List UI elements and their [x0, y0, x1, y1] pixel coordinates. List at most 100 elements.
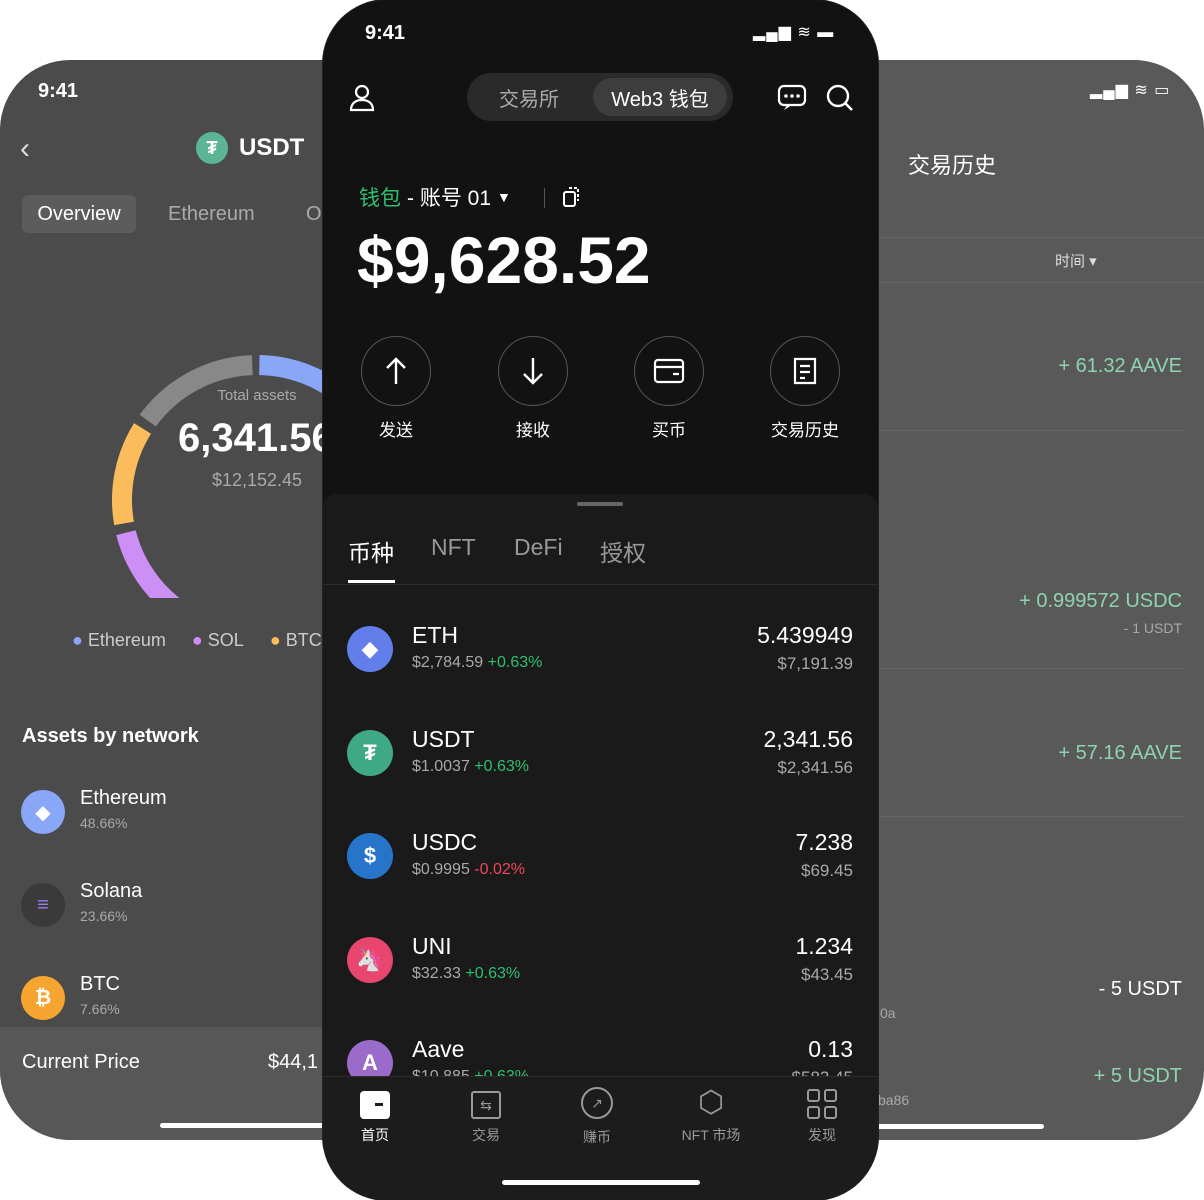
- total-label: Total assets: [217, 387, 297, 404]
- account-name: - 账号 01: [407, 187, 492, 210]
- nav-earn[interactable]: ↗ 赚币: [542, 1087, 652, 1147]
- message-icon[interactable]: [777, 84, 807, 112]
- tab-nft[interactable]: NFT: [431, 534, 476, 560]
- legend-sol: ● SOL: [191, 630, 244, 650]
- network-pct: 23.66%: [80, 908, 128, 924]
- network-name: Solana: [80, 880, 143, 902]
- divider: [323, 584, 878, 585]
- token-price: $1.0037 +0.63%: [412, 757, 530, 775]
- wallet-home-screen: 9:41 ▂▄▆ ≋ ▬ 交易所 Web3 钱包 钱包 - 账号 01 ▼ $9…: [323, 0, 878, 1200]
- bottom-nav: 首页 ⇆ 交易 ↗ 赚币 ⬡ NFT 市场 发现: [323, 1076, 878, 1200]
- tab-exchange[interactable]: 交易所: [499, 89, 559, 111]
- active-tab-indicator: [348, 580, 395, 583]
- network-name: Ethereum: [80, 787, 167, 809]
- token-row[interactable]: ◆ ETH $2,784.59 +0.63% 5.439949 $7,191.3…: [323, 594, 878, 694]
- account-selector[interactable]: 钱包 - 账号 01 ▼: [359, 182, 511, 212]
- status-icons: ▂▄▆ ≋ ▭: [1090, 82, 1171, 99]
- token-row[interactable]: ₮ USDT $1.0037 +0.63% 2,341.56 $2,341.56: [323, 698, 878, 798]
- nav-trade[interactable]: ⇆ 交易: [431, 1091, 541, 1145]
- receive-button[interactable]: 接收: [473, 336, 593, 441]
- tx-amount: + 5 USDT: [1093, 1065, 1182, 1087]
- total-usd: $12,152.45: [211, 470, 303, 490]
- profile-icon[interactable]: [347, 82, 377, 112]
- network-name: BTC: [80, 973, 120, 995]
- tx-amount: + 61.32 AAVE: [1058, 355, 1182, 377]
- home-icon: [360, 1091, 390, 1119]
- donut-segment: [112, 423, 152, 526]
- tx-address: 0a: [880, 1005, 896, 1021]
- earn-chart-icon: ↗: [581, 1087, 613, 1119]
- nav-home[interactable]: 首页: [323, 1091, 430, 1145]
- status-time: 9:41: [38, 80, 79, 102]
- tab-web3-wallet[interactable]: Web3 钱包: [593, 78, 727, 116]
- copy-icon[interactable]: [561, 185, 583, 209]
- tab-tokens[interactable]: 币种: [348, 540, 394, 566]
- price-value: $44,1: [268, 1051, 319, 1073]
- nav-discover[interactable]: 发现: [767, 1089, 877, 1145]
- time-filter[interactable]: 时间 ▾: [1055, 253, 1097, 270]
- bitcoin-icon: ₿: [21, 976, 65, 1020]
- action-row: 发送 接收 买币 交易历史: [323, 336, 878, 446]
- token-icon: $: [347, 833, 393, 879]
- mode-switch: 交易所 Web3 钱包: [467, 73, 733, 121]
- tx-amount: + 0.999572 USDC: [1019, 590, 1182, 612]
- tx-amount: - 5 USDT: [1098, 978, 1182, 1000]
- token-symbol: Aave: [412, 1036, 465, 1062]
- usdt-icon: ₮: [196, 132, 228, 164]
- caret-down-icon: ▼: [497, 189, 511, 205]
- token-row[interactable]: 🦄 UNI $32.33 +0.63% 1.234 $43.45: [323, 905, 878, 1005]
- token-symbol: ETH: [412, 622, 458, 648]
- page-title: USDT: [239, 134, 305, 161]
- token-symbol: USDC: [412, 829, 478, 855]
- token-row[interactable]: $ USDC $0.9995 -0.02% 7.238 $69.45: [323, 801, 878, 901]
- home-indicator: [502, 1180, 700, 1185]
- token-value: $7,191.39: [777, 654, 853, 673]
- home-indicator: [160, 1123, 460, 1128]
- tab-other[interactable]: O: [306, 203, 322, 225]
- token-value: $2,341.56: [777, 757, 853, 777]
- token-price: $0.9995 -0.02%: [412, 861, 525, 878]
- status-time: 9:41: [365, 22, 406, 44]
- status-icons: ▂▄▆ ≋ ▬: [753, 24, 835, 41]
- nav-nft-market[interactable]: ⬡ NFT 市场: [656, 1087, 766, 1145]
- token-amount: 1.234: [795, 932, 853, 959]
- token-amount: 0.13: [808, 1036, 853, 1062]
- buy-button[interactable]: 买币: [609, 336, 729, 441]
- tx-amount: + 57.16 AAVE: [1058, 742, 1182, 764]
- grid-icon: [807, 1089, 837, 1119]
- tx-sub: - 1 USDT: [1123, 620, 1182, 636]
- drag-handle[interactable]: [577, 502, 623, 506]
- total-value: 6,341.56: [178, 416, 334, 460]
- legend-ethereum: ● Ethereum: [72, 630, 166, 650]
- search-icon[interactable]: [825, 83, 855, 113]
- token-amount: 2,341.56: [763, 725, 853, 752]
- tab-ethereum[interactable]: Ethereum: [168, 203, 255, 225]
- swap-icon: ⇆: [471, 1091, 501, 1119]
- divider: [560, 282, 1204, 283]
- wallet-label: 钱包: [359, 187, 401, 210]
- token-amount: 7.238: [795, 829, 853, 855]
- send-button[interactable]: 发送: [336, 336, 456, 441]
- home-indicator: [860, 1124, 1044, 1129]
- hexagon-icon: ⬡: [697, 1086, 725, 1119]
- chart-legend: ● Ethereum ● SOL ● BTC: [72, 630, 322, 651]
- legend-btc: ● BTC: [269, 630, 322, 650]
- token-symbol: USDT: [412, 725, 475, 752]
- total-balance: $9,628.52: [357, 223, 651, 297]
- history-button[interactable]: 交易历史: [745, 336, 865, 441]
- tab-overview[interactable]: Overview: [22, 195, 136, 233]
- tab-approvals[interactable]: 授权: [600, 540, 646, 566]
- back-icon[interactable]: ‹: [20, 132, 30, 165]
- token-icon: 🦄: [347, 936, 393, 983]
- token-icon: ₮: [347, 729, 393, 776]
- token-price: $2,784.59 +0.63%: [412, 654, 543, 671]
- donut-segment: [139, 355, 253, 427]
- divider: [560, 237, 1204, 238]
- page-title: 交易历史: [908, 153, 997, 178]
- token-symbol: UNI: [412, 932, 452, 959]
- token-amount: 5.439949: [757, 622, 853, 648]
- network-pct: 7.66%: [80, 1001, 120, 1017]
- token-value: $69.45: [801, 861, 853, 880]
- price-label: Current Price: [22, 1051, 140, 1073]
- tab-defi[interactable]: DeFi: [514, 534, 563, 560]
